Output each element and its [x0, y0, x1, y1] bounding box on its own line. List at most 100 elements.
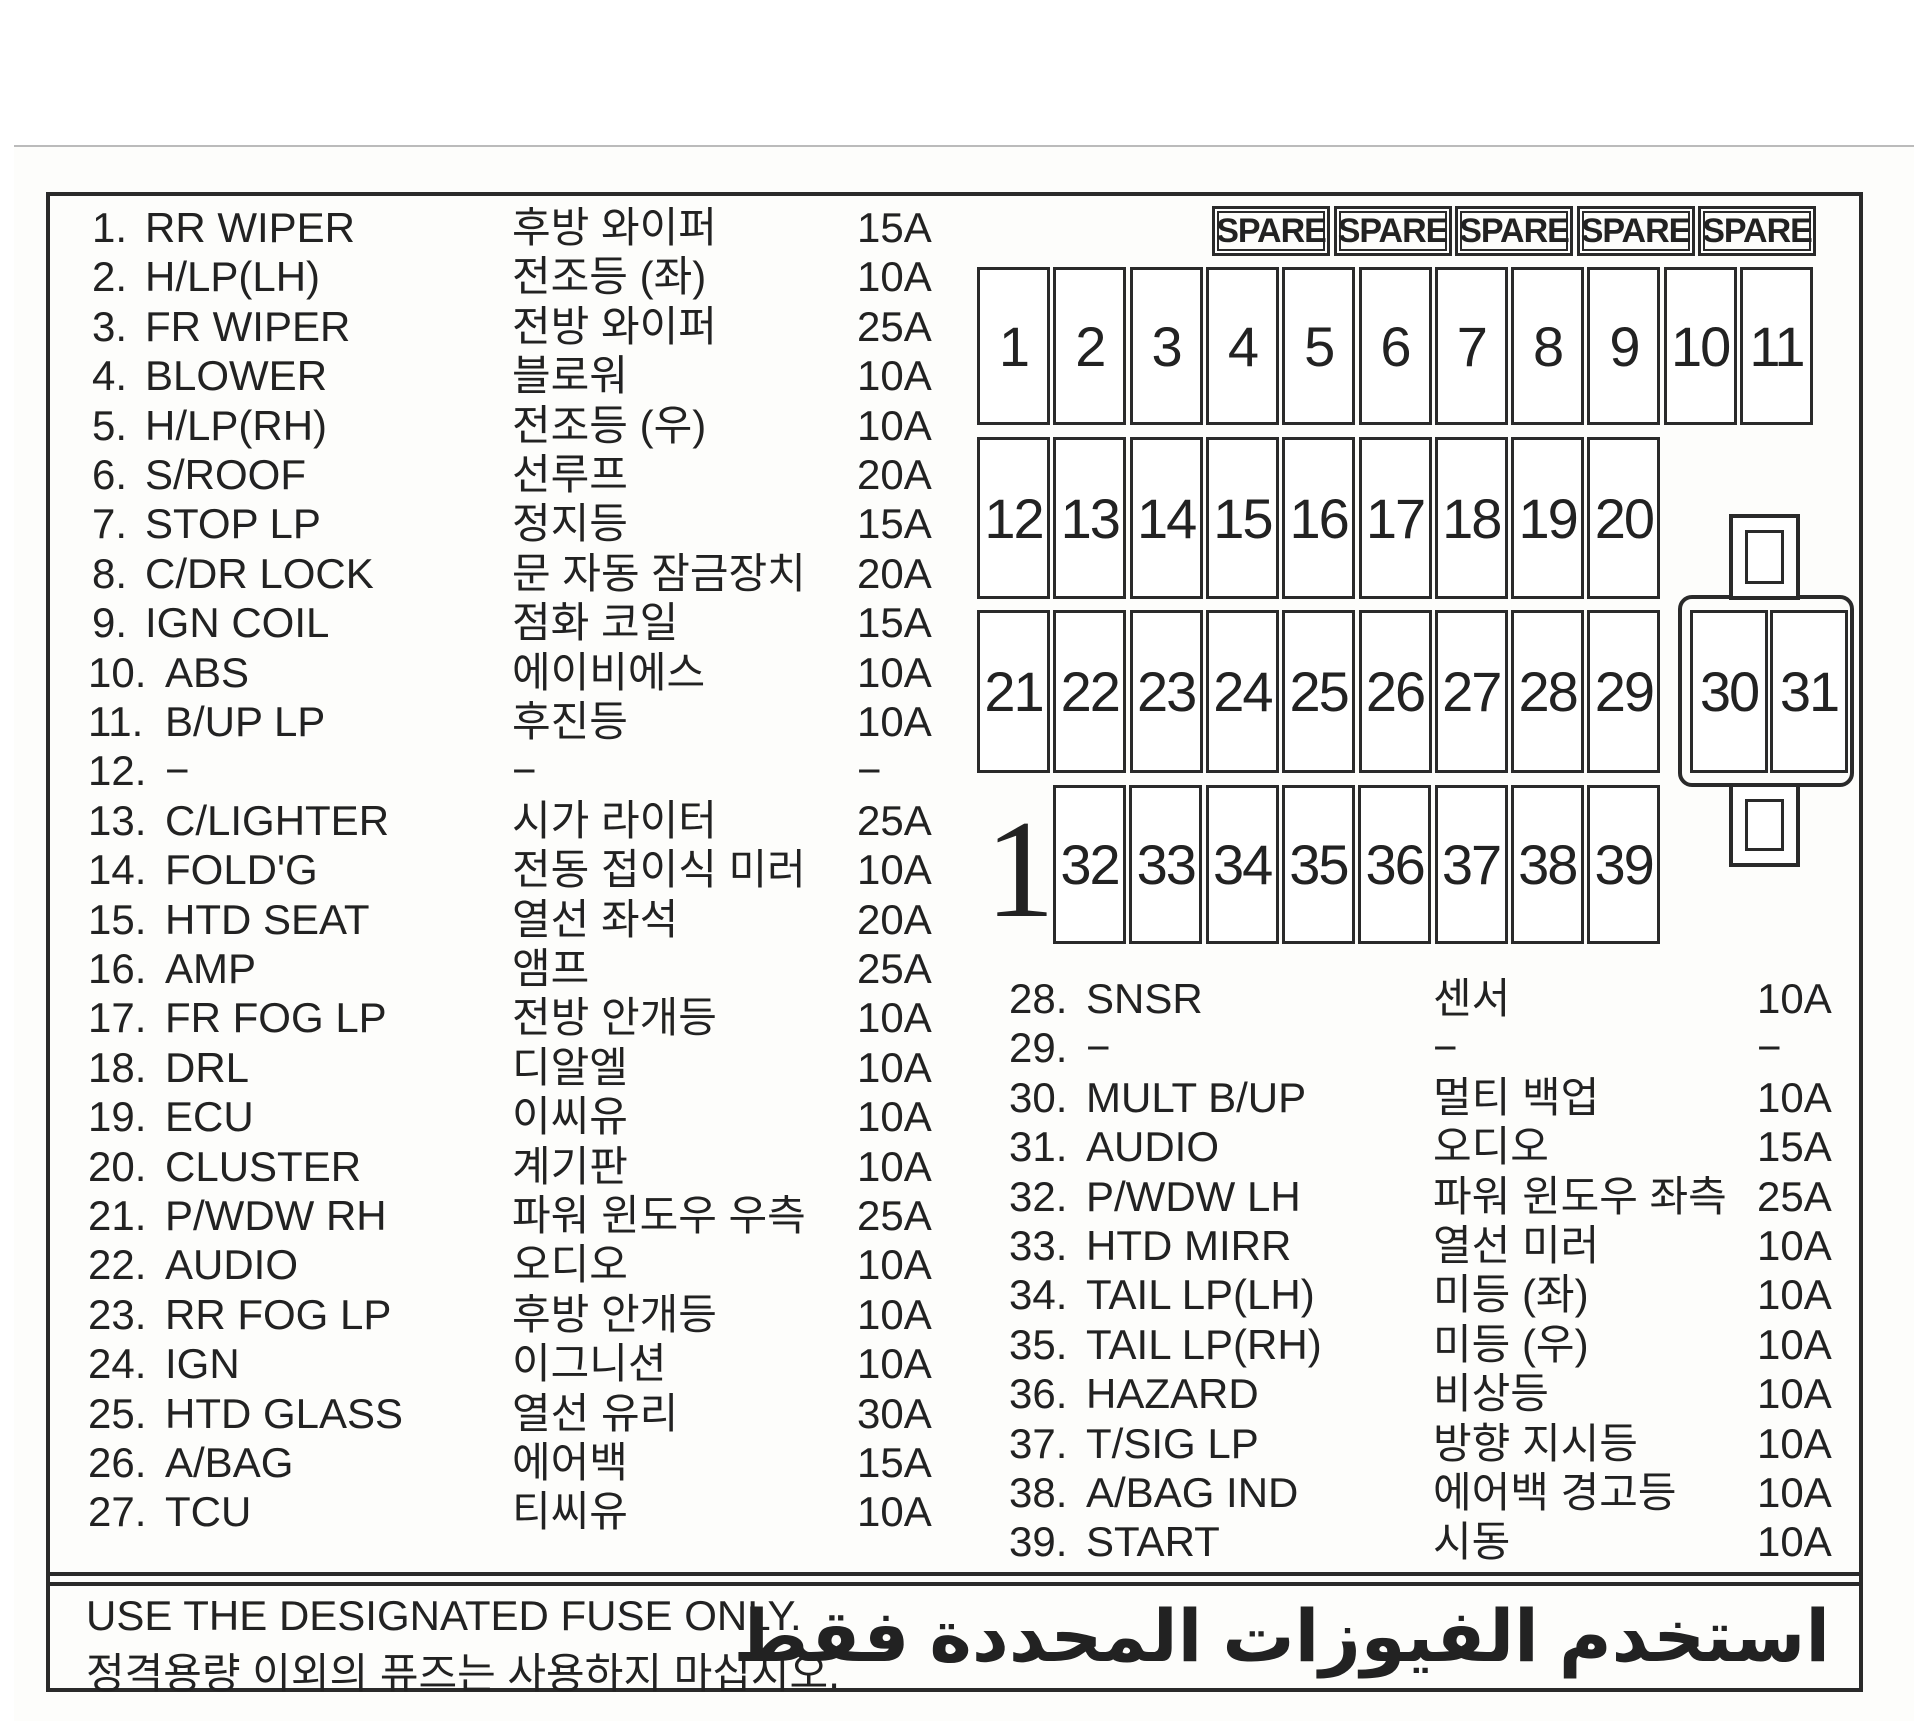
fuse-list-row: 15. HTD SEAT 열선 좌석 20A	[0, 895, 1920, 944]
fuse-name: FR WIPER	[145, 302, 351, 350]
fuse-name: S/ROOF	[145, 451, 307, 498]
fuse-list-row: 37. T/SIG LP 방향 지시등 10A	[0, 1419, 1920, 1468]
fuse-number: 29.	[1009, 1024, 1068, 1072]
fuse-name: ECU	[165, 1093, 254, 1141]
fuse-name: HTD MIRR	[1086, 1222, 1292, 1269]
fuse-list-row: 38. A/BAG IND 에어백 경고등 10A	[0, 1468, 1920, 1517]
fuse-name-korean: 비상등	[1433, 1370, 1549, 1418]
fuse-list-row: 13. C/LIGHTER 시가 라이터 25A	[0, 796, 1920, 845]
fuse-rating: 10A	[1757, 1518, 1832, 1566]
panel-marker: 1	[985, 792, 1055, 947]
fuse-name-korean: 전조등 (좌)	[512, 253, 707, 301]
fuse-number: 24.	[88, 1340, 147, 1388]
fuse-name: RR WIPER	[145, 204, 355, 251]
fuse-slot: 11	[1740, 267, 1813, 425]
fuse-list-row: 22. AUDIO 오디오 10A	[0, 1240, 1920, 1289]
fuse-slot: 17	[1358, 437, 1432, 599]
fuse-slot: 36	[1358, 785, 1432, 944]
fuse-rating: 15A	[857, 1439, 932, 1486]
fuse-number: 11.	[88, 698, 144, 745]
fuse-rating: 15A	[857, 204, 932, 251]
fuse-slot: 24	[1205, 610, 1279, 773]
fuse-slot: 12	[977, 437, 1050, 599]
fuse-name-korean: 시동	[1433, 1518, 1511, 1566]
fuse-rating: 10A	[1757, 1271, 1832, 1319]
fuse-list-row: 32. P/WDW LH 파워 윈도우 좌측 25A	[0, 1172, 1920, 1221]
fuse-rating: 10A	[1757, 975, 1832, 1022]
fuse-slot: 19	[1511, 437, 1585, 599]
fuse-rating: 10A	[857, 846, 932, 894]
fuse-number: 1.	[92, 204, 128, 251]
label-frame	[46, 192, 1863, 1692]
fuse-number: 22.	[88, 1241, 147, 1289]
fuse-slot: 6	[1358, 267, 1432, 425]
fuse-rating: 15A	[857, 500, 932, 548]
fuse-slot: 20	[1587, 437, 1661, 599]
fuse-name: B/UP LP	[165, 698, 326, 745]
fuse-number: 37.	[1009, 1419, 1068, 1467]
relay-fuse-slot: 30	[1690, 610, 1768, 773]
fuse-number: 5.	[92, 401, 128, 449]
fuse-list-row: 20. CLUSTER 계기판 10A	[0, 1142, 1920, 1191]
fuse-number: 16.	[88, 945, 147, 992]
fuse-name-korean: 전방 와이퍼	[512, 302, 717, 350]
fuse-slot: 15	[1205, 437, 1279, 599]
fuse-list-row: 34. TAIL LP(LH) 미등 (좌) 10A	[0, 1270, 1920, 1319]
relay-top-tab	[1729, 514, 1800, 600]
fuse-name-korean: 열선 유리	[512, 1389, 679, 1437]
fuse-number: 15.	[88, 895, 147, 943]
fuse-name-korean: 이씨유	[512, 1093, 628, 1141]
fuse-name: HTD SEAT	[165, 895, 370, 943]
fuse-name-korean: 파워 윈도우 좌측	[1433, 1172, 1727, 1220]
fuse-rating: 10A	[1757, 1222, 1832, 1269]
fuse-name-korean: 오디오	[512, 1241, 628, 1289]
fuse-list-row: 39. START 시동 10A	[0, 1517, 1920, 1566]
fuse-number: 23.	[88, 1290, 147, 1338]
fuse-slot: 26	[1358, 610, 1432, 773]
fuse-name-korean: 열선 좌석	[512, 895, 679, 943]
divider-line	[46, 1572, 1863, 1586]
fuse-name-korean: 미등 (우)	[1433, 1320, 1589, 1368]
fuse-slot: 7	[1434, 267, 1508, 425]
fuse-slot: 34	[1205, 785, 1279, 944]
fuse-number: 14.	[88, 846, 147, 894]
fuse-name: H/LP(LH)	[145, 253, 321, 301]
fuse-list-row: 2. H/LP(LH) 전조등 (좌) 10A	[0, 252, 1920, 301]
fuse-name-korean: 전조등 (우)	[512, 401, 707, 449]
fuse-slot: 18	[1434, 437, 1508, 599]
fuse-rating: 10A	[857, 1488, 932, 1536]
fuse-list-row: 8. C/DR LOCK 문 자동 잠금장치 20A	[0, 549, 1920, 598]
fuse-list-row: 29. − − −	[0, 1023, 1920, 1072]
relay-fuse-slot: 31	[1770, 610, 1848, 773]
fuse-name-korean: 점화 코일	[512, 599, 679, 647]
fuse-number: 20.	[88, 1142, 147, 1190]
fuse-name: HTD GLASS	[165, 1389, 404, 1437]
fuse-rating: −	[1757, 1024, 1782, 1072]
fuse-number: 21.	[88, 1192, 147, 1239]
fuse-rating: 20A	[857, 895, 932, 943]
fuse-rating: 10A	[1757, 1370, 1832, 1418]
fuse-number: 35.	[1009, 1320, 1068, 1368]
spare-fuse-slot: SPARE	[1698, 206, 1816, 256]
fuse-number: 31.	[1009, 1123, 1068, 1171]
fuse-number: 7.	[92, 500, 128, 548]
fuse-name: −	[165, 747, 190, 795]
fuse-name: H/LP(RH)	[145, 401, 328, 449]
fuse-number: 6.	[92, 451, 128, 498]
fuse-number: 39.	[1009, 1518, 1068, 1566]
fuse-slot: 37	[1434, 785, 1508, 944]
relay-bottom-tab	[1729, 783, 1800, 867]
fuse-number: 4.	[92, 352, 128, 400]
fuse-name-korean: 멀티 백업	[1433, 1073, 1600, 1121]
fuse-name-korean: 열선 미러	[1433, 1222, 1600, 1269]
fuse-slot: 23	[1129, 610, 1203, 773]
fuse-list-row: 35. TAIL LP(RH) 미등 (우) 10A	[0, 1320, 1920, 1369]
fuse-list-row: 12. − − −	[0, 746, 1920, 795]
fuse-list-row: 36. HAZARD 비상등 10A	[0, 1369, 1920, 1418]
fuse-number: 26.	[88, 1439, 147, 1486]
fuse-name: P/WDW LH	[1086, 1172, 1301, 1220]
fuse-rating: 10A	[857, 698, 932, 745]
fuse-name-korean: 에이비에스	[512, 648, 706, 696]
fuse-list-row: 14. FOLD'G 전동 접이식 미러 10A	[0, 845, 1920, 894]
fuse-slot: 21	[977, 610, 1050, 773]
